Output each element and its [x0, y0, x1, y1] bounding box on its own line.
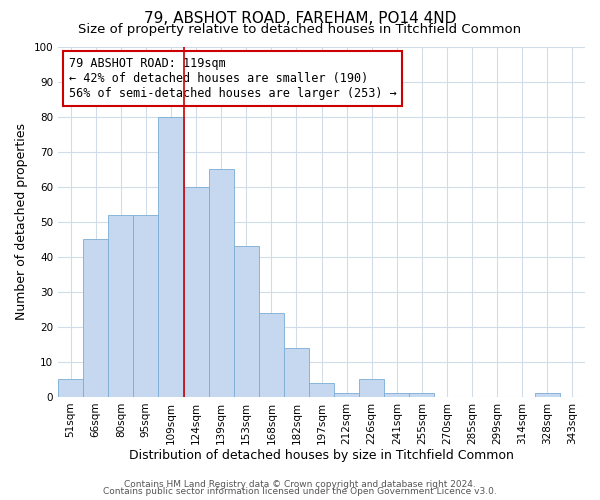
- Bar: [409, 394, 434, 397]
- Bar: [284, 348, 309, 397]
- Bar: [309, 383, 334, 397]
- Text: 79, ABSHOT ROAD, FAREHAM, PO14 4ND: 79, ABSHOT ROAD, FAREHAM, PO14 4ND: [144, 11, 456, 26]
- Text: Contains HM Land Registry data © Crown copyright and database right 2024.: Contains HM Land Registry data © Crown c…: [124, 480, 476, 489]
- Text: 79 ABSHOT ROAD: 119sqm
← 42% of detached houses are smaller (190)
56% of semi-de: 79 ABSHOT ROAD: 119sqm ← 42% of detached…: [68, 57, 397, 100]
- X-axis label: Distribution of detached houses by size in Titchfield Common: Distribution of detached houses by size …: [129, 450, 514, 462]
- Bar: [334, 394, 359, 397]
- Text: Size of property relative to detached houses in Titchfield Common: Size of property relative to detached ho…: [79, 22, 521, 36]
- Bar: [233, 246, 259, 397]
- Y-axis label: Number of detached properties: Number of detached properties: [15, 123, 28, 320]
- Bar: [535, 394, 560, 397]
- Bar: [158, 116, 184, 397]
- Bar: [384, 394, 409, 397]
- Bar: [209, 169, 233, 397]
- Bar: [184, 186, 209, 397]
- Bar: [108, 214, 133, 397]
- Bar: [133, 214, 158, 397]
- Bar: [58, 380, 83, 397]
- Bar: [83, 240, 108, 397]
- Bar: [259, 313, 284, 397]
- Text: Contains public sector information licensed under the Open Government Licence v3: Contains public sector information licen…: [103, 488, 497, 496]
- Bar: [359, 380, 384, 397]
